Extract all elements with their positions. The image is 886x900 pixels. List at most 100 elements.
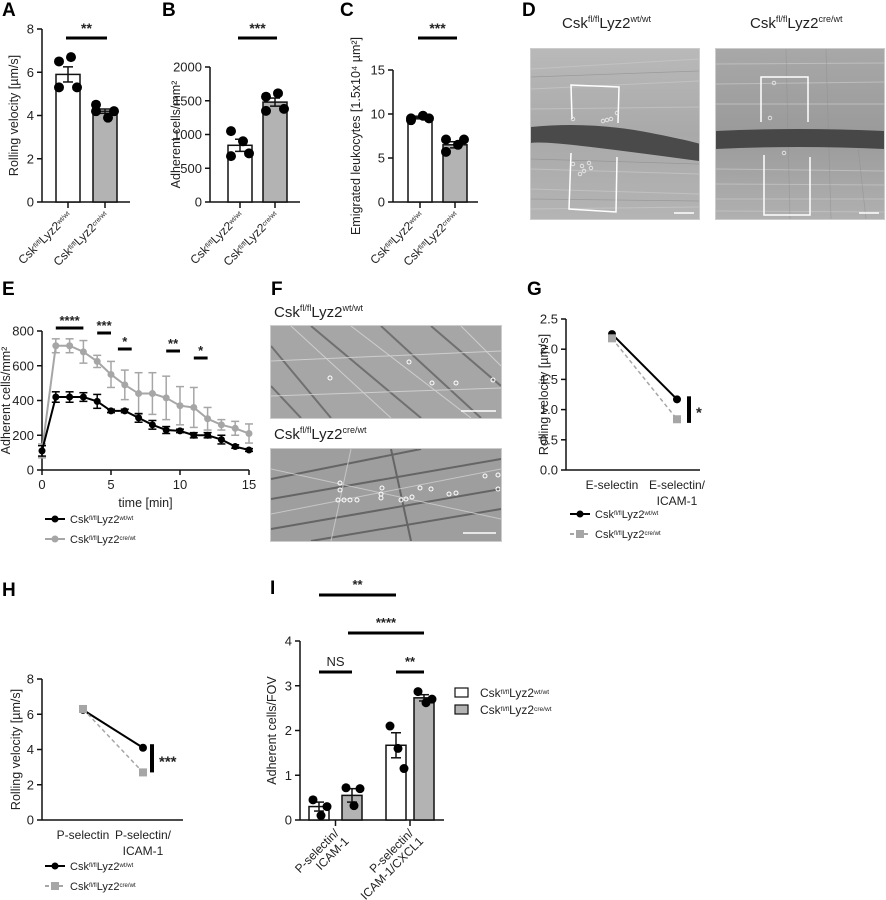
significance-label: * xyxy=(122,334,128,349)
svg-text:4: 4 xyxy=(27,742,34,757)
svg-text:800: 800 xyxy=(12,324,34,339)
y-axis-label: Adherent cells/mm² xyxy=(0,347,13,455)
y-axis-label: Emigrated leukocytes [1.5x10⁴ µm²] xyxy=(349,37,363,235)
svg-text:3: 3 xyxy=(285,678,292,693)
svg-text:6: 6 xyxy=(27,707,34,722)
panel-d-right-title: Cskfl/flLyz2cre/wt xyxy=(750,14,843,32)
panel-f-bottom-title: Cskfl/flLyz2cre/wt xyxy=(274,425,367,443)
svg-text:4: 4 xyxy=(285,634,292,649)
series-line xyxy=(82,708,144,773)
svg-text:5: 5 xyxy=(107,477,114,492)
svg-text:1.5: 1.5 xyxy=(540,372,558,387)
panel-letter-b: B xyxy=(162,0,176,21)
panel-letter-a: A xyxy=(2,0,16,21)
panel-letter-f: F xyxy=(271,279,283,300)
significance-label: *** xyxy=(159,753,177,770)
svg-text:0.0: 0.0 xyxy=(540,463,558,478)
series-line xyxy=(611,333,678,401)
svg-text:0.5: 0.5 xyxy=(540,432,558,447)
panel-letter-i: I xyxy=(270,578,276,599)
panel-letter-g: G xyxy=(527,279,542,300)
genotype-label: Cskfl/flLyz2cre/wt xyxy=(70,534,136,546)
significance-label: ** xyxy=(81,20,92,36)
svg-text:2.0: 2.0 xyxy=(540,342,558,357)
svg-text:15: 15 xyxy=(371,63,385,78)
genotype-label: Cskfl/flLyz2wt/wt xyxy=(70,514,134,526)
svg-text:600: 600 xyxy=(12,358,34,373)
svg-text:2.5: 2.5 xyxy=(540,312,558,327)
svg-text:2: 2 xyxy=(285,723,292,738)
x-axis-label: time [min] xyxy=(118,496,172,510)
panel-letter-e: E xyxy=(2,279,15,300)
x-category-label: ICAM-1 xyxy=(657,494,698,508)
genotype-label: Cskfl/flLyz2cre/wt xyxy=(70,881,136,893)
significance-label: ** xyxy=(352,577,363,592)
significance-label: NS xyxy=(326,654,344,669)
svg-text:200: 200 xyxy=(12,428,34,443)
significance-label: ** xyxy=(168,336,179,351)
panel-f-micrograph-cre xyxy=(270,448,502,542)
micrograph-cre-drawing xyxy=(716,49,884,219)
significance-label: **** xyxy=(59,313,80,328)
svg-text:0: 0 xyxy=(27,463,34,478)
panel-f-top-title: Cskfl/flLyz2wt/wt xyxy=(274,303,364,321)
panel-letter-h: H xyxy=(2,580,16,601)
svg-text:400: 400 xyxy=(12,393,34,408)
x-category-label: P-selectin/ xyxy=(115,828,172,842)
svg-text:2: 2 xyxy=(27,777,34,792)
svg-text:0: 0 xyxy=(38,477,45,492)
svg-text:2000: 2000 xyxy=(173,60,202,75)
panel-d-left-title: Cskfl/flLyz2wt/wt xyxy=(562,14,652,32)
svg-text:10: 10 xyxy=(173,477,187,492)
significance-label: **** xyxy=(376,615,397,630)
svg-text:0: 0 xyxy=(195,195,202,210)
svg-text:5: 5 xyxy=(378,151,385,166)
significance-label: *** xyxy=(429,20,446,36)
x-category-label: ICAM-1 xyxy=(123,844,164,858)
significance-label: ** xyxy=(405,654,416,669)
svg-text:1: 1 xyxy=(285,768,292,783)
genotype-label: Cskfl/flLyz2wt/wt xyxy=(595,509,659,521)
panel-d-micrograph-wt xyxy=(530,48,700,220)
micrograph-f-wt-drawing xyxy=(271,326,501,418)
svg-text:4: 4 xyxy=(27,108,34,123)
significance-label: * xyxy=(696,405,702,422)
svg-text:1500: 1500 xyxy=(173,93,202,108)
y-axis-label: Rolling velocity [µm/s] xyxy=(537,334,551,455)
series-line xyxy=(41,396,250,452)
svg-text:15: 15 xyxy=(242,477,256,492)
svg-text:500: 500 xyxy=(180,161,202,176)
svg-text:2: 2 xyxy=(27,151,34,166)
panel-letter-d: D xyxy=(522,0,536,21)
bar xyxy=(407,116,433,203)
svg-text:8: 8 xyxy=(27,22,34,37)
svg-text:1.0: 1.0 xyxy=(540,402,558,417)
genotype-label: Cskfl/flLyz2cre/wt xyxy=(595,529,661,541)
series-line xyxy=(41,344,250,452)
micrograph-wt-drawing xyxy=(531,49,699,219)
svg-text:10: 10 xyxy=(371,107,385,122)
x-category-label: E-selectin/ xyxy=(649,478,706,492)
panel-d-micrograph-cre xyxy=(715,48,885,220)
x-category-label: E-selectin xyxy=(586,478,639,492)
genotype-label: Cskfl/flLyz2cre/wt xyxy=(480,703,552,717)
svg-text:0: 0 xyxy=(378,195,385,210)
bar xyxy=(55,73,81,203)
series-line xyxy=(82,708,144,749)
y-axis-label: Adherent cells/FOV xyxy=(265,676,279,785)
micrograph-f-cre-drawing xyxy=(271,449,501,541)
svg-text:6: 6 xyxy=(27,65,34,80)
significance-label: * xyxy=(198,343,204,358)
panel-letter-c: C xyxy=(340,0,354,21)
x-category-label: P-selectin xyxy=(57,828,110,842)
significance-label: *** xyxy=(249,20,266,36)
svg-text:0: 0 xyxy=(285,813,292,828)
y-axis-label: Rolling velocity [µm/s] xyxy=(9,689,23,810)
svg-text:0: 0 xyxy=(27,195,34,210)
